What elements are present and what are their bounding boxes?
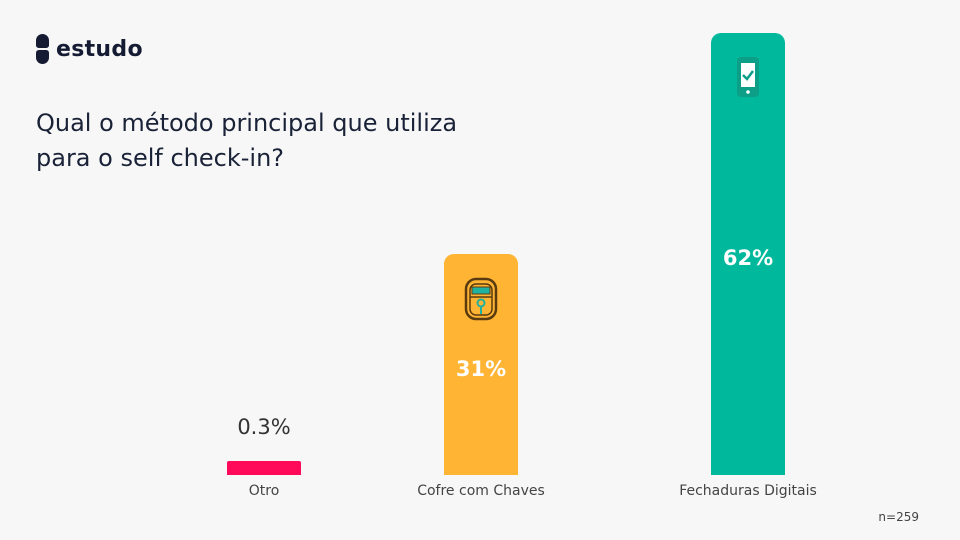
sample-size: n=259	[878, 510, 919, 524]
bar-fechaduras-digitais: 62%	[711, 33, 785, 475]
chart-title: Qual o método principal que utiliza para…	[36, 109, 458, 172]
key-safe-icon	[463, 276, 499, 326]
bar-cofre-com-chaves: 31%	[444, 254, 518, 475]
smartphone-check-icon	[735, 55, 761, 103]
data-label: 0.3%	[237, 415, 291, 439]
data-label: 62%	[722, 246, 774, 270]
category-label: Fechaduras Digitais	[679, 483, 817, 499]
category-label: Otro	[248, 483, 280, 499]
data-label: 31%	[455, 356, 507, 381]
logo: estudo	[36, 34, 143, 65]
logo-mark-icon	[36, 34, 49, 65]
category-label: Cofre com Chaves	[417, 483, 545, 499]
bar-otro	[227, 461, 301, 475]
logo-text: estudo	[56, 37, 143, 62]
